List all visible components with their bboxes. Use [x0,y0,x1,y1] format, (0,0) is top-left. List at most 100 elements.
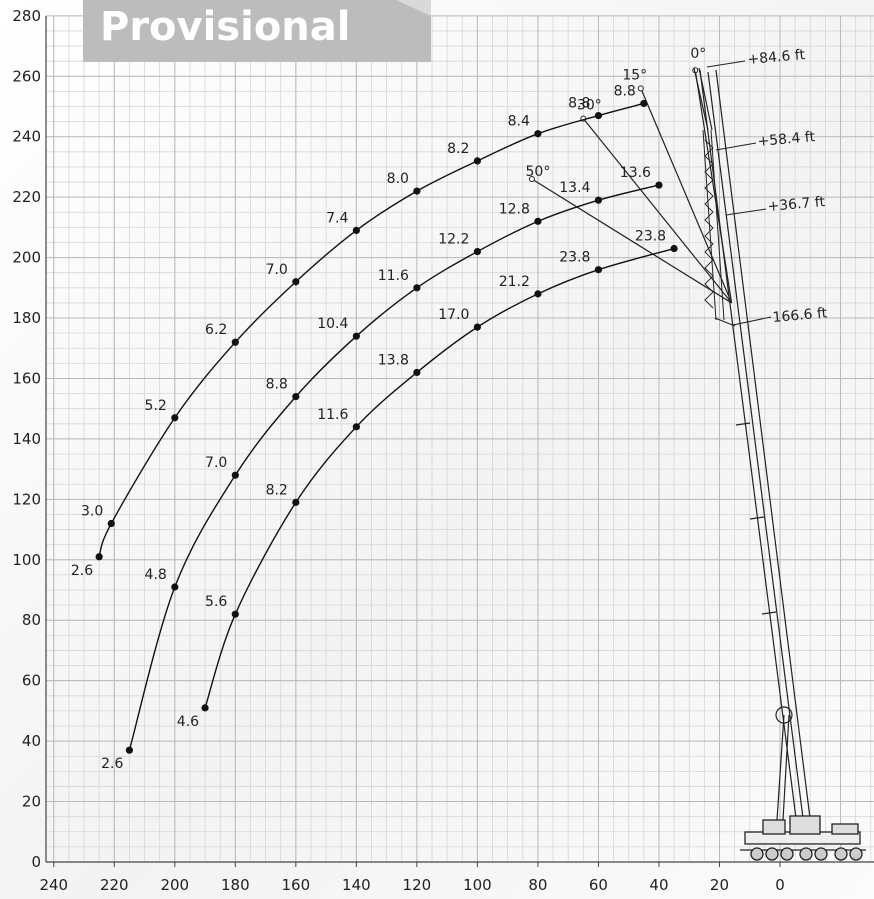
x-tick-label: 140 [342,876,371,894]
y-tick-label: 180 [12,309,41,327]
provisional-banner: Provisional [83,0,431,62]
y-tick-label: 60 [22,672,41,690]
crane-illustration [693,67,866,861]
load-point [413,368,421,377]
y-tick-label: 220 [12,188,41,206]
axes [45,16,874,863]
crane-carrier [740,815,866,861]
x-tick-label: 120 [403,876,432,894]
jib-tip-marker [637,85,644,92]
load-point [473,247,481,256]
x-tick-label: 60 [589,876,608,894]
crane-luffing-cylinder [775,706,793,821]
load-point [352,332,360,340]
load-point [534,217,542,225]
load-label: 6.2 [205,322,227,338]
load-label: 23.8 [559,250,590,266]
x-tick-label: 180 [221,876,250,894]
load-point [171,583,179,591]
range-curve [204,247,675,709]
x-tick-label: 220 [100,876,129,894]
x-tick-label: 40 [649,876,668,894]
angle-label: 30° [577,98,602,114]
load-label: 3.0 [81,504,103,520]
load-label: 11.6 [317,407,348,423]
jib-line [531,178,732,304]
angle-label: 0° [690,46,706,62]
load-label: 8.2 [447,141,469,157]
extension-leader [732,316,772,326]
load-point [594,111,603,120]
crane-boom [699,69,812,827]
load-point [292,393,300,401]
load-label: 10.4 [317,316,348,332]
load-label: 13.6 [620,165,651,181]
data-labels: 2.6 3.0 5.2 6.2 7.0 7.4 8.0 8.2 8.4 8.8 8.8 2.6 4.8 7… [71,83,666,772]
load-label: 13.4 [559,180,590,196]
y-tick-labels: 0 20 40 60 80 100 120 140 160 180 200 220 240 260 280 [12,7,41,871]
load-label: 5.2 [145,398,167,414]
load-label: 8.2 [266,482,288,498]
load-label: 12.2 [438,232,469,248]
load-point [292,498,300,506]
extension-label: +36.7 ft [767,194,826,215]
load-label: 8.4 [508,114,530,130]
angle-label: 50° [526,164,551,180]
x-tick-label: 0 [775,876,785,894]
x-tick-label: 240 [39,876,68,894]
load-label: 17.0 [438,307,469,323]
load-point [670,244,678,253]
load-point [292,278,300,286]
data-points [95,99,678,754]
load-point [473,323,481,331]
load-point [473,157,481,165]
load-label: 12.8 [499,201,530,217]
x-tick-labels: 240 220 200 180 160 140 120 100 80 60 40 20 0 [39,862,785,894]
jib-tip-marker [528,176,535,183]
extension-label: 166.6 ft [772,305,828,326]
load-point [125,746,134,754]
extension-label: +58.4 ft [757,129,816,150]
load-point [201,704,209,712]
x-tick-label: 20 [710,876,729,894]
load-point [594,196,603,204]
y-tick-label: 80 [22,611,41,629]
y-tick-label: 280 [12,7,41,25]
angle-label: 15° [622,67,647,83]
jib-line [694,70,733,304]
load-label: 13.8 [378,352,409,368]
load-point [413,187,421,195]
load-label: 7.4 [326,210,348,226]
y-tick-label: 20 [22,793,41,811]
load-label: 21.2 [499,274,530,290]
load-point [107,519,115,528]
load-label: 7.0 [266,262,288,278]
load-point [534,130,542,138]
y-tick-label: 140 [12,430,41,448]
load-point [231,338,239,346]
load-point [352,423,360,431]
load-point [655,181,663,189]
load-label: 5.6 [205,594,227,610]
jib-line [582,118,733,304]
load-label: 8.0 [387,171,409,187]
load-point [231,610,239,618]
load-label: 4.6 [177,714,199,730]
load-point [640,99,648,108]
y-tick-label: 200 [12,249,41,267]
y-tick-label: 120 [12,490,41,508]
y-tick-label: 40 [22,732,41,750]
x-tick-label: 200 [160,876,189,894]
x-tick-label: 160 [282,876,311,894]
load-point [594,266,603,274]
load-point [171,414,179,422]
load-label: 8.8 [568,96,590,112]
y-tick-label: 100 [12,551,41,569]
load-label: 4.8 [145,567,167,583]
y-tick-label: 160 [12,369,41,387]
crane-lattice-jib [693,67,736,327]
load-label: 8.8 [266,377,288,393]
load-point [352,226,360,235]
